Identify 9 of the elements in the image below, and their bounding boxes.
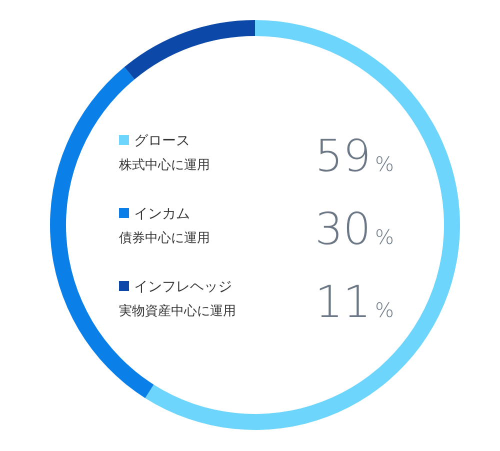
legend-label: グロース: [134, 133, 190, 149]
legend-label: インカム: [134, 206, 190, 222]
text: 債券中心に運用: [119, 231, 210, 246]
legend-label: インフレヘッジ: [134, 279, 232, 295]
data-label: 11%: [315, 277, 394, 328]
text: 実物資産中心に運用: [119, 304, 236, 319]
data-label: 59%: [315, 131, 394, 182]
data-label: 30%: [315, 204, 394, 255]
text: 株式中心に運用: [119, 158, 210, 173]
